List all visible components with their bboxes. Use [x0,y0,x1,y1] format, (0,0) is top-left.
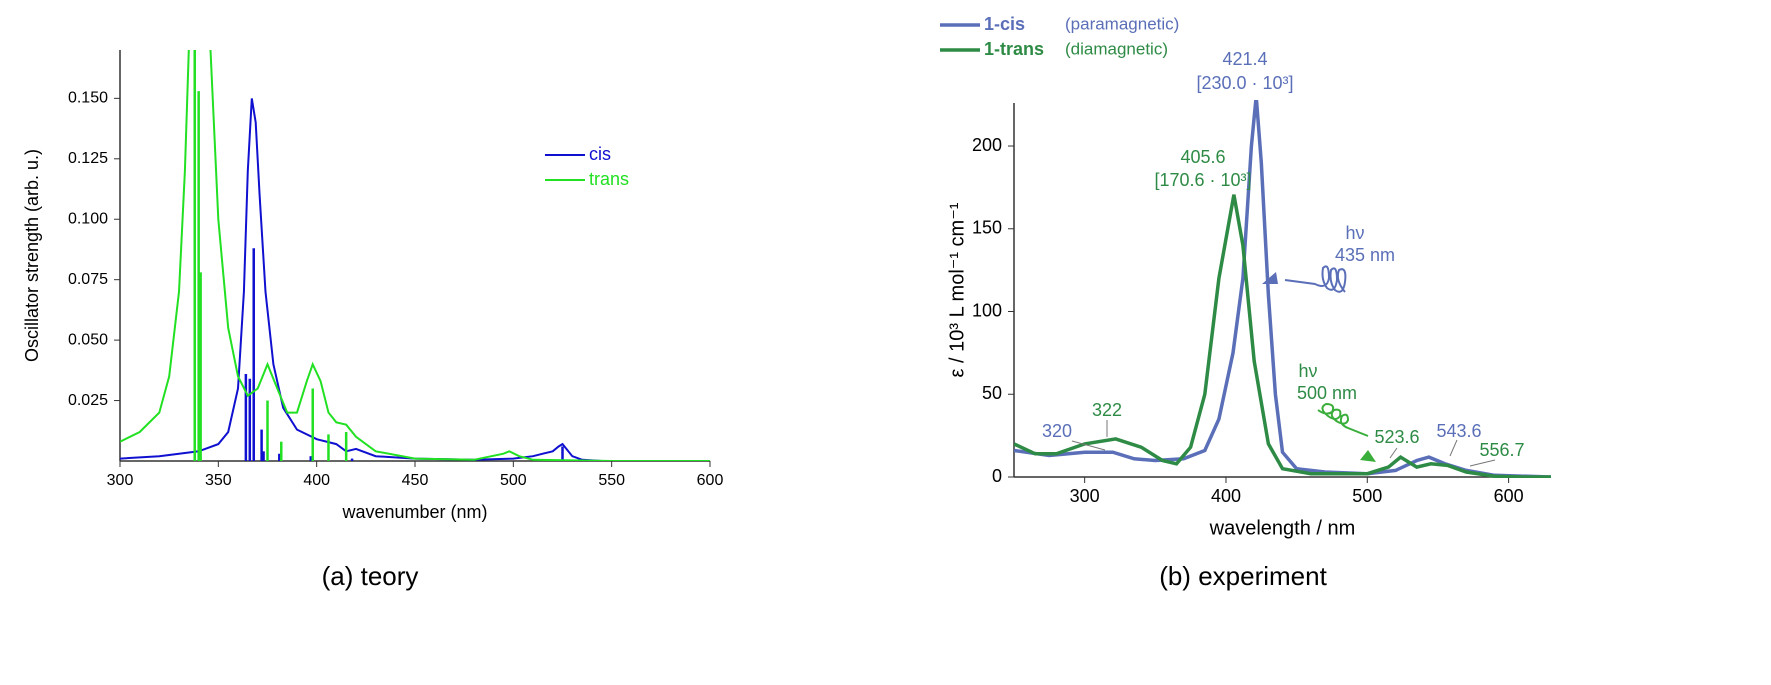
annotation: hν [1298,361,1317,381]
photon-arrow [1317,402,1369,437]
annotation: 421.4 [1222,49,1267,69]
y-tick-label: 150 [972,218,1002,238]
y-tick-label: 0.150 [68,90,108,107]
x-tick-label: 300 [1070,486,1100,506]
legend-note: (paramagnetic) [1065,14,1179,33]
caption: (b) experiment [1159,561,1327,591]
series-line [120,50,710,461]
legend-label: cis [589,144,611,164]
leader [1469,459,1496,467]
x-tick-label: 300 [107,472,134,489]
plot-area [1014,100,1551,478]
y-tick-label: 0 [992,466,1002,486]
photon-arrow [1284,265,1347,293]
leader [1389,447,1398,459]
legend-label: 1-trans [984,39,1044,59]
annotation: 556.7 [1479,440,1524,460]
y-axis-label: Oscillator strength (arb. u.) [22,149,42,362]
x-tick-label: 350 [205,472,232,489]
annotation: 523.6 [1374,427,1419,447]
y-tick-label: 200 [972,135,1002,155]
y-tick-label: 0.075 [68,271,108,288]
legend-note: (diamagnetic) [1065,39,1168,58]
arrow-head [1262,272,1278,284]
x-tick-label: 500 [1352,486,1382,506]
arrow-head [1360,450,1376,462]
x-tick-label: 400 [303,472,330,489]
y-tick-label: 0.050 [68,331,108,348]
x-tick-label: 400 [1211,486,1241,506]
series-line [120,98,602,461]
series-line [1014,100,1551,478]
leader [1071,440,1106,451]
annotation: [170.6 · 10³] [1154,170,1251,190]
annotation: 320 [1042,421,1072,441]
x-tick-label: 600 [1494,486,1524,506]
y-tick-label: 0.125 [68,150,108,167]
x-axis-label: wavelength / nm [1209,517,1356,539]
x-tick-label: 550 [598,472,625,489]
annotation: 405.6 [1180,147,1225,167]
y-tick-label: 0.025 [68,392,108,409]
plot-area [120,50,710,461]
y-tick-label: 0.100 [68,210,108,227]
y-axis-label: ε / 10³ L mol⁻¹ cm⁻¹ [946,202,968,377]
annotation: 543.6 [1436,421,1481,441]
caption: (a) teory [322,561,419,591]
annotation: hν [1345,223,1364,243]
legend-label: trans [589,169,629,189]
x-axis-label: wavenumber (nm) [341,502,487,522]
x-tick-label: 600 [697,472,724,489]
legend-label: 1-cis [984,14,1025,34]
series-line [1014,194,1551,478]
annotation: 500 nm [1297,383,1357,403]
leader [1449,439,1458,457]
annotation: 435 nm [1335,245,1395,265]
x-tick-label: 500 [500,472,527,489]
annotation: 322 [1092,400,1122,420]
annotation: [230.0 · 10³] [1196,73,1293,93]
x-tick-label: 450 [402,472,429,489]
y-tick-label: 100 [972,300,1002,320]
y-tick-label: 50 [982,383,1002,403]
